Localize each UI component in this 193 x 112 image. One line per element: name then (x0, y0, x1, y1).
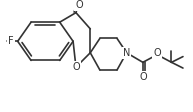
Text: O: O (72, 62, 80, 72)
Text: N: N (123, 48, 130, 58)
Text: O: O (139, 72, 147, 82)
Text: O: O (75, 0, 83, 10)
Text: O: O (153, 48, 161, 58)
Text: F: F (8, 36, 14, 46)
